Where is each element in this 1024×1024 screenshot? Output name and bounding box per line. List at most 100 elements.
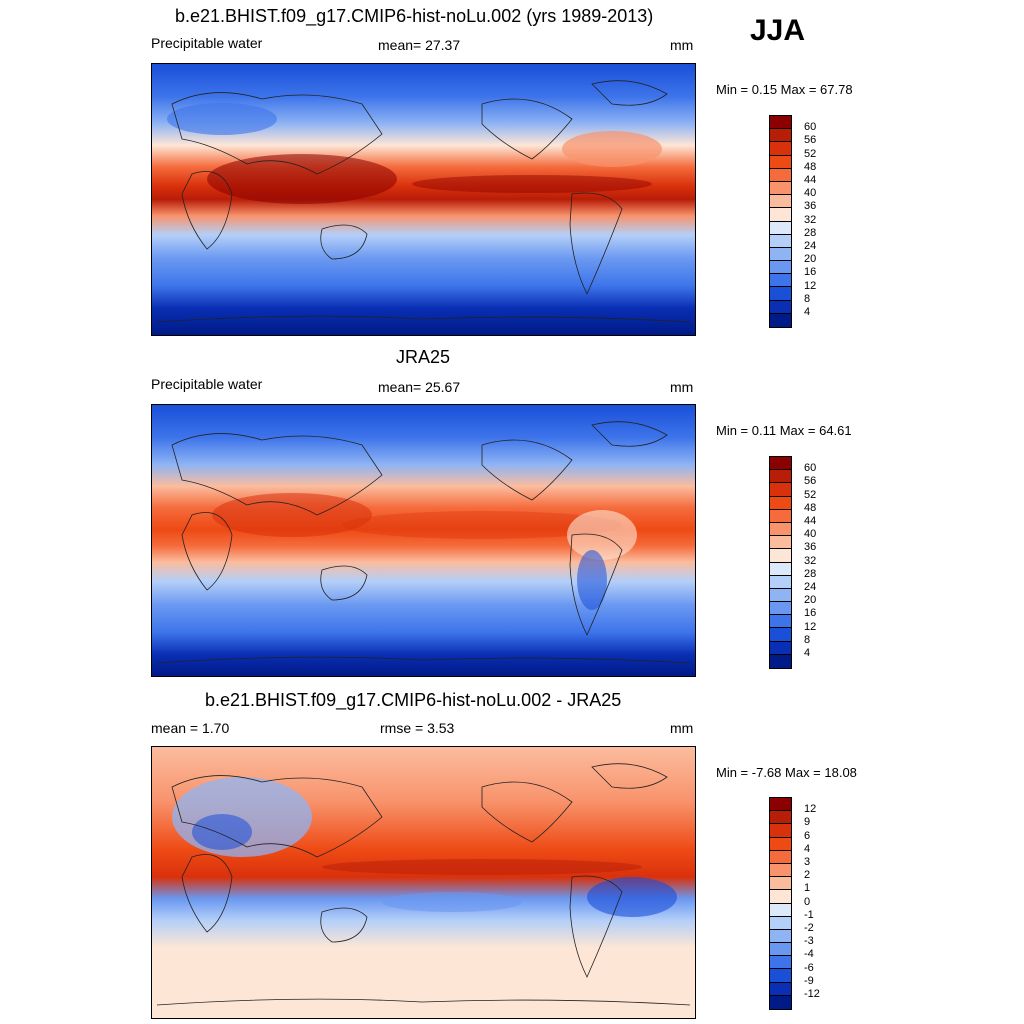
colorbar-tick-label: 1 bbox=[804, 882, 811, 895]
colorbar-tick-label: 24 bbox=[804, 240, 817, 252]
colorbar-cell bbox=[770, 916, 791, 930]
colorbar-cell bbox=[770, 850, 791, 864]
panel-1-mean: mean= 27.37 bbox=[378, 37, 461, 53]
colorbar-tick-label: 2 bbox=[804, 869, 811, 882]
panel-3-units: mm bbox=[670, 720, 694, 736]
colorbar-cell bbox=[770, 181, 791, 196]
panel-1-title: b.e21.BHIST.f09_g17.CMIP6-hist-noLu.002 … bbox=[175, 6, 654, 26]
colorbar-tick-label: -6 bbox=[804, 961, 814, 974]
colorbar-tick-label: -2 bbox=[804, 922, 814, 934]
colorbar-cell bbox=[770, 654, 791, 668]
colorbar-tick-label: -1 bbox=[804, 908, 814, 921]
colorbar-cell bbox=[770, 969, 791, 983]
colorbar-tick-label: -3 bbox=[804, 935, 814, 948]
colorbar-tick-label: 24 bbox=[804, 581, 817, 593]
colorbar-tick-label: 32 bbox=[804, 554, 817, 567]
colorbar-tick-label: 4 bbox=[804, 647, 811, 659]
colorbar-cell bbox=[770, 522, 791, 537]
colorbar-cell bbox=[770, 615, 791, 629]
panel-3-title: b.e21.BHIST.f09_g17.CMIP6-hist-noLu.002 … bbox=[205, 690, 622, 710]
colorbar-tick-label: 12 bbox=[804, 279, 817, 292]
colorbar-tick-label: 4 bbox=[804, 306, 811, 318]
colorbar-tick-label: 28 bbox=[804, 567, 817, 580]
colorbar-cell bbox=[770, 274, 791, 288]
colorbar-cell bbox=[770, 549, 791, 563]
panel-1-units: mm bbox=[670, 37, 694, 53]
colorbar-cell bbox=[770, 129, 791, 143]
panel-2-mean: mean= 25.67 bbox=[378, 379, 461, 395]
colorbar-tick-label: 48 bbox=[804, 160, 817, 173]
colorbar-tick-label: 12 bbox=[804, 803, 817, 816]
colorbar-cell bbox=[770, 313, 791, 327]
colorbar-tick-label: 52 bbox=[804, 488, 817, 501]
colorbar-tick-label: 60 bbox=[804, 121, 817, 134]
colorbar-cell bbox=[770, 168, 791, 182]
colorbar-cell bbox=[770, 142, 791, 156]
colorbar-cell bbox=[770, 628, 791, 642]
colorbar-cell bbox=[770, 641, 791, 655]
colorbar-cell bbox=[770, 943, 791, 957]
colorbar-cell bbox=[770, 903, 791, 917]
colorbar-cell bbox=[770, 208, 791, 222]
colorbar-cell bbox=[770, 602, 791, 616]
colorbar-cell bbox=[770, 195, 791, 209]
colorbar-tick-label: 0 bbox=[804, 895, 811, 908]
panel-2-title: JRA25 bbox=[396, 347, 451, 367]
colorbar-cell bbox=[770, 457, 791, 471]
colorbar-cell bbox=[770, 300, 791, 314]
panel-1-map bbox=[151, 63, 696, 336]
panel-2-colorbar bbox=[769, 456, 792, 669]
colorbar-tick-label: 16 bbox=[804, 266, 817, 279]
colorbar-tick-label: 36 bbox=[804, 200, 817, 213]
panel-2-minmax: Min = 0.11 Max = 64.61 bbox=[716, 423, 852, 438]
colorbar-cell bbox=[770, 116, 791, 130]
colorbar-cell bbox=[770, 863, 791, 878]
colorbar-tick-label: 16 bbox=[804, 607, 817, 620]
colorbar-tick-label: 3 bbox=[804, 856, 811, 868]
colorbar-cell bbox=[770, 483, 791, 497]
colorbar-cell bbox=[770, 929, 791, 944]
colorbar-tick-label: 20 bbox=[804, 594, 817, 607]
colorbar-tick-label: 28 bbox=[804, 226, 817, 239]
colorbar-tick-label: 44 bbox=[804, 174, 817, 186]
colorbar-tick-label: 60 bbox=[804, 462, 817, 475]
colorbar-tick-label: 20 bbox=[804, 253, 817, 266]
panel-1-minmax: Min = 0.15 Max = 67.78 bbox=[716, 82, 853, 97]
colorbar-cell bbox=[770, 221, 791, 235]
colorbar-tick-label: 32 bbox=[804, 213, 817, 226]
panel-2-variable: Precipitable water bbox=[151, 376, 263, 392]
colorbar-cell bbox=[770, 287, 791, 301]
panel-2-map bbox=[151, 404, 696, 677]
colorbar-cell bbox=[770, 824, 791, 838]
colorbar-tick-label: 56 bbox=[804, 134, 817, 147]
colorbar-tick-label: -9 bbox=[804, 974, 814, 987]
colorbar-cell bbox=[770, 261, 791, 275]
colorbar-tick-label: 48 bbox=[804, 501, 817, 514]
colorbar-tick-label: -12 bbox=[804, 988, 820, 1000]
colorbar-cell bbox=[770, 562, 791, 576]
panel-1-colorbar bbox=[769, 115, 792, 328]
colorbar-cell bbox=[770, 247, 791, 262]
colorbar-cell bbox=[770, 877, 791, 891]
panel-3-mean: mean = 1.70 bbox=[151, 720, 230, 736]
panel-3-rmse: rmse = 3.53 bbox=[380, 720, 455, 736]
colorbar-tick-label: 12 bbox=[804, 620, 817, 633]
colorbar-tick-label: 52 bbox=[804, 147, 817, 160]
colorbar-tick-label: 8 bbox=[804, 633, 811, 646]
colorbar-cell bbox=[770, 837, 791, 851]
colorbar-tick-label: 56 bbox=[804, 475, 817, 488]
colorbar-cell bbox=[770, 956, 791, 970]
colorbar-cell bbox=[770, 536, 791, 550]
panel-3-map bbox=[151, 746, 696, 1019]
colorbar-cell bbox=[770, 509, 791, 523]
colorbar-cell bbox=[770, 982, 791, 996]
colorbar-tick-label: 44 bbox=[804, 515, 817, 527]
colorbar-cell bbox=[770, 575, 791, 589]
colorbar-tick-label: 9 bbox=[804, 816, 811, 829]
panel-1-field bbox=[152, 64, 695, 335]
panel-3-minmax: Min = -7.68 Max = 18.08 bbox=[716, 765, 857, 780]
colorbar-cell bbox=[770, 588, 791, 603]
colorbar-tick-label: 40 bbox=[804, 528, 817, 541]
colorbar-cell bbox=[770, 234, 791, 248]
colorbar-tick-label: -4 bbox=[804, 948, 814, 961]
